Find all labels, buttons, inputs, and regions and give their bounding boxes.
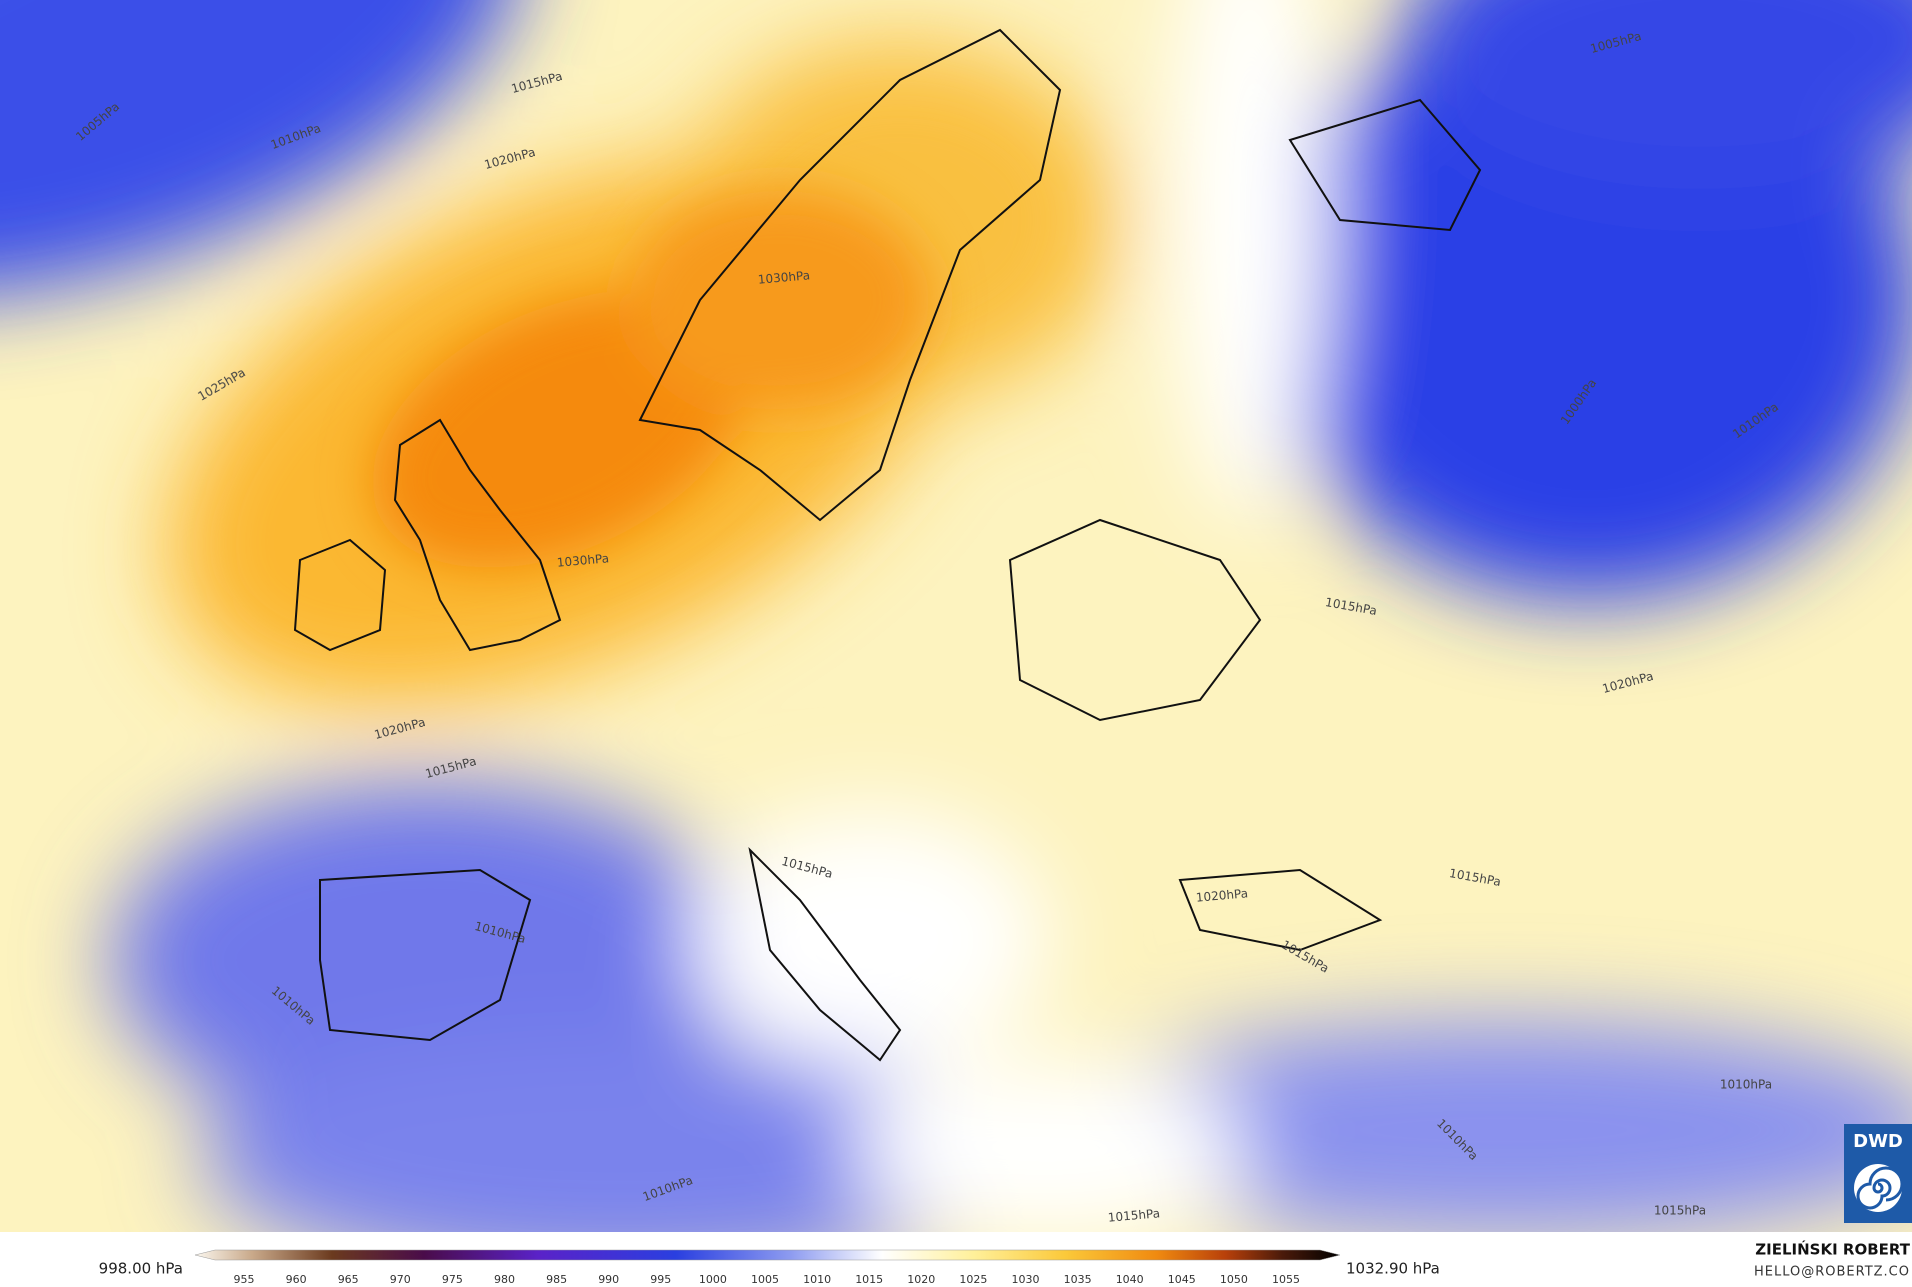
logo-text: DWD (1853, 1131, 1903, 1152)
colorbar-tick-label: 990 (598, 1273, 619, 1286)
isobar-label: 1015hPa (1107, 1206, 1160, 1224)
colorbar-tick-label: 965 (338, 1273, 359, 1286)
author-credit: ZIELIŃSKI ROBERT (1755, 1240, 1910, 1259)
colorbar-tick-label: 955 (234, 1273, 255, 1286)
isobar-label: 1030hPa (556, 551, 609, 569)
colorbar-max-label: 1032.90 hPa (1346, 1260, 1440, 1278)
colorbar-tick-label: 1030 (1012, 1273, 1040, 1286)
dwd-logo: DWD (1844, 1124, 1912, 1223)
colorbar-min-label: 998.00 hPa (99, 1260, 183, 1278)
colorbar-tick-label: 1000 (699, 1273, 727, 1286)
colorbar-ticks: 955 960 965 970 975 980 985 990 995 1000 1005 1010 1… (234, 1273, 1301, 1286)
colorbar-tick-label: 1025 (959, 1273, 987, 1286)
colorbar-tick-label: 1020 (907, 1273, 935, 1286)
colorbar-tick-label: 1045 (1168, 1273, 1196, 1286)
colorbar-tick-label: 960 (286, 1273, 307, 1286)
isobar-label: 1020hPa (1195, 886, 1248, 904)
colorbar-tick-label: 1010 (803, 1273, 831, 1286)
colorbar-tick-label: 1015 (855, 1273, 883, 1286)
colorbar-tick-label: 1050 (1220, 1273, 1248, 1286)
colorbar-tick-label: 980 (494, 1273, 515, 1286)
colorbar-tick-label: 985 (546, 1273, 567, 1286)
colorbar-tick-label: 970 (390, 1273, 411, 1286)
colorbar-tick-label: 995 (650, 1273, 671, 1286)
colorbar-tick-label: 1005 (751, 1273, 779, 1286)
author-email: HELLO@ROBERTZ.CO (1754, 1265, 1910, 1280)
isobar-label: 1010hPa (1720, 1078, 1772, 1092)
isobar-label: 1015hPa (1654, 1204, 1706, 1218)
colorbar-tick-label: 1040 (1116, 1273, 1144, 1286)
colorbar (194, 1249, 1341, 1261)
coastlines (293, 28, 1482, 1062)
colorbar-tick-label: 975 (442, 1273, 463, 1286)
colorbar-tick-label: 1055 (1272, 1273, 1300, 1286)
colorbar-tick-label: 1035 (1064, 1273, 1092, 1286)
isobar-label: 1030hPa (757, 268, 810, 286)
